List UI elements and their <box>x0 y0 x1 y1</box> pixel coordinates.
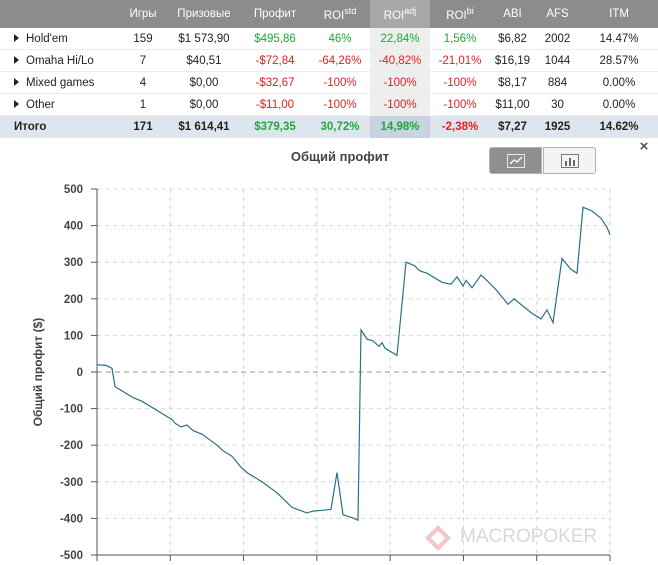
header-afs[interactable]: AFS <box>535 0 580 28</box>
line-view-button[interactable] <box>489 147 542 174</box>
cell-games: 7 <box>118 49 168 72</box>
macropoker-watermark: MACROPOKER <box>424 522 604 552</box>
cell-prize: $0,00 <box>168 93 240 116</box>
table-row-other[interactable]: Other 1 $0,00 -$11,00 -100% -100% -100% … <box>0 93 658 116</box>
cell-afs: 1044 <box>535 49 580 72</box>
cell-itm: 28.57% <box>580 49 658 72</box>
total-roi-bi: -2,38% <box>430 115 490 138</box>
row-name[interactable]: Other <box>0 93 118 116</box>
macropoker-logo-icon <box>425 525 451 551</box>
cell-afs: 2002 <box>535 28 580 50</box>
cell-roi-adj: -100% <box>370 93 430 116</box>
cell-games: 4 <box>118 71 168 94</box>
expand-triangle-icon[interactable] <box>14 99 19 108</box>
total-name: Итого <box>0 115 118 138</box>
cell-profit: -$72,84 <box>240 49 310 72</box>
header-games[interactable]: Игры <box>118 0 168 28</box>
bar-chart-icon <box>561 154 579 168</box>
y-tick-label: -400 <box>60 513 83 525</box>
table-row-holdem[interactable]: Hold'em 159 $1 573,90 $495,86 46% 22,84%… <box>0 28 658 50</box>
cell-abi: $16,19 <box>490 49 535 72</box>
header-prize[interactable]: Призовые <box>168 0 240 28</box>
cell-profit: -$11,00 <box>240 93 310 116</box>
y-axis-label: Общий профит ($) <box>31 318 45 427</box>
stats-table: Игры Призовые Профит ROIstd ROIadj ROIbi… <box>0 0 658 138</box>
total-games: 171 <box>118 115 168 138</box>
profit-chart: 500 400 300 200 100 0 -100 -200 -300 -400 -500 Общ… <box>31 184 611 562</box>
bar-view-button[interactable] <box>543 147 596 174</box>
cell-abi: $6,82 <box>490 28 535 50</box>
cell-profit: $495,86 <box>240 28 310 50</box>
y-tick-label: -200 <box>60 440 83 452</box>
header-profit[interactable]: Профит <box>240 0 310 28</box>
cell-roi-bi: -100% <box>430 93 490 116</box>
cell-roi-adj: -100% <box>370 71 430 94</box>
chart-view-toggle <box>489 147 597 175</box>
y-tick-label: 0 <box>77 367 83 379</box>
cell-prize: $0,00 <box>168 71 240 94</box>
line-chart-icon <box>507 154 525 168</box>
chart-title: Общий профит <box>290 149 390 164</box>
table-row-omaha[interactable]: Omaha Hi/Lo 7 $40,51 -$72,84 -64,26% -40… <box>0 49 658 72</box>
cell-itm: 0.00% <box>580 93 658 116</box>
table-row-total: Итого 171 $1 614,41 $379,35 30,72% 14,98… <box>0 115 658 138</box>
cell-prize: $1 573,90 <box>168 28 240 50</box>
total-prize: $1 614,41 <box>168 115 240 138</box>
header-roi-adj[interactable]: ROIadj <box>370 0 430 28</box>
cell-abi: $11,00 <box>490 93 535 116</box>
y-tick-label: 100 <box>64 330 83 342</box>
expand-triangle-icon[interactable] <box>14 55 19 64</box>
cell-roi-std: -100% <box>310 93 370 116</box>
total-roi-std: 30,72% <box>310 115 370 138</box>
profit-series-line <box>96 206 611 522</box>
total-profit: $379,35 <box>240 115 310 138</box>
cell-itm: 0.00% <box>580 71 658 94</box>
cell-afs: 884 <box>535 71 580 94</box>
y-tick-label: -300 <box>60 477 83 489</box>
total-roi-adj: 14,98% <box>370 115 430 138</box>
cell-afs: 30 <box>535 93 580 116</box>
cell-roi-std: 46% <box>310 28 370 50</box>
total-abi: $7,27 <box>490 115 535 138</box>
close-icon[interactable]: × <box>639 138 649 155</box>
chart-grid <box>97 188 611 556</box>
cell-games: 1 <box>118 93 168 116</box>
header-name <box>0 0 118 28</box>
header-roi-std[interactable]: ROIstd <box>310 0 370 28</box>
watermark-text: MACROPOKER <box>460 526 598 547</box>
total-afs: 1925 <box>535 115 580 138</box>
cell-itm: 14.47% <box>580 28 658 50</box>
y-tick-label: -100 <box>60 404 83 416</box>
cell-roi-std: -64,26% <box>310 49 370 72</box>
cell-games: 159 <box>118 28 168 50</box>
cell-roi-std: -100% <box>310 71 370 94</box>
cell-roi-bi: -21,01% <box>430 49 490 72</box>
header-abi[interactable]: ABI <box>490 0 535 28</box>
cell-prize: $40,51 <box>168 49 240 72</box>
cell-abi: $8,17 <box>490 71 535 94</box>
cell-profit: -$32,67 <box>240 71 310 94</box>
y-tick-label: 500 <box>64 184 83 196</box>
row-name[interactable]: Mixed games <box>0 71 118 94</box>
expand-triangle-icon[interactable] <box>14 77 19 86</box>
y-tick-label: 300 <box>64 257 83 269</box>
row-name[interactable]: Omaha Hi/Lo <box>0 49 118 72</box>
row-name[interactable]: Hold'em <box>0 28 118 50</box>
header-itm[interactable]: ITM <box>580 0 658 28</box>
y-tick-labels: 500 400 300 200 100 0 -100 -200 -300 -400 -500 <box>60 184 83 562</box>
cell-roi-adj: -40,82% <box>370 49 430 72</box>
cell-roi-adj: 22,84% <box>370 28 430 50</box>
y-tick-label: 200 <box>64 294 83 306</box>
expand-triangle-icon[interactable] <box>14 33 19 42</box>
total-itm: 14.62% <box>580 115 658 138</box>
header-roi-bi[interactable]: ROIbi <box>430 0 490 28</box>
table-header-row: Игры Призовые Профит ROIstd ROIadj ROIbi… <box>0 0 658 28</box>
y-tick-label: -500 <box>60 550 83 562</box>
cell-roi-bi: -100% <box>430 71 490 94</box>
chart-axes <box>91 188 611 561</box>
y-tick-label: 400 <box>64 221 83 233</box>
cell-roi-bi: 1,56% <box>430 28 490 50</box>
table-row-mixed[interactable]: Mixed games 4 $0,00 -$32,67 -100% -100% … <box>0 71 658 94</box>
